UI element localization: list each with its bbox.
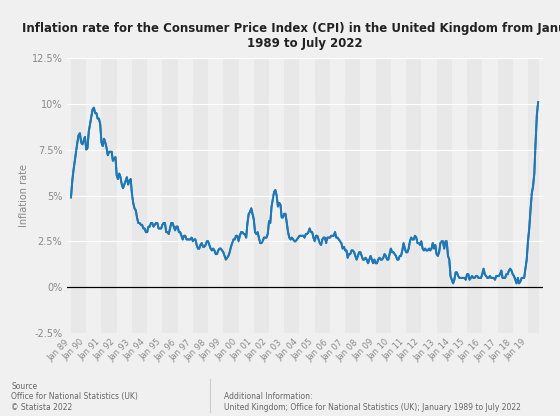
Bar [330,58,345,333]
Bar [452,58,467,333]
Bar [132,58,147,333]
Bar [223,58,239,333]
Bar [208,58,223,333]
Bar [71,58,86,333]
Bar [482,58,497,333]
Title: Inflation rate for the Consumer Price Index (CPI) in the United Kingdom from Jan: Inflation rate for the Consumer Price In… [22,22,560,50]
Bar [376,58,391,333]
Bar [86,58,101,333]
Bar [391,58,406,333]
Bar [315,58,330,333]
Y-axis label: Inflation rate: Inflation rate [19,164,29,227]
Bar [254,58,269,333]
Bar [467,58,482,333]
Bar [284,58,300,333]
Bar [101,58,116,333]
Bar [300,58,315,333]
Bar [162,58,178,333]
Bar [147,58,162,333]
Bar [345,58,361,333]
Bar [437,58,452,333]
Bar [116,58,132,333]
Bar [528,58,539,333]
Bar [421,58,437,333]
Bar [513,58,528,333]
Bar [361,58,376,333]
Bar [178,58,193,333]
Bar [239,58,254,333]
Bar [406,58,421,333]
Text: Source
Office for National Statistics (UK)
© Statista 2022: Source Office for National Statistics (U… [11,382,138,412]
Bar [193,58,208,333]
Bar [269,58,284,333]
Text: Additional Information:
United Kingdom; Office for National Statistics (UK); Jan: Additional Information: United Kingdom; … [224,392,521,412]
Bar [497,58,513,333]
